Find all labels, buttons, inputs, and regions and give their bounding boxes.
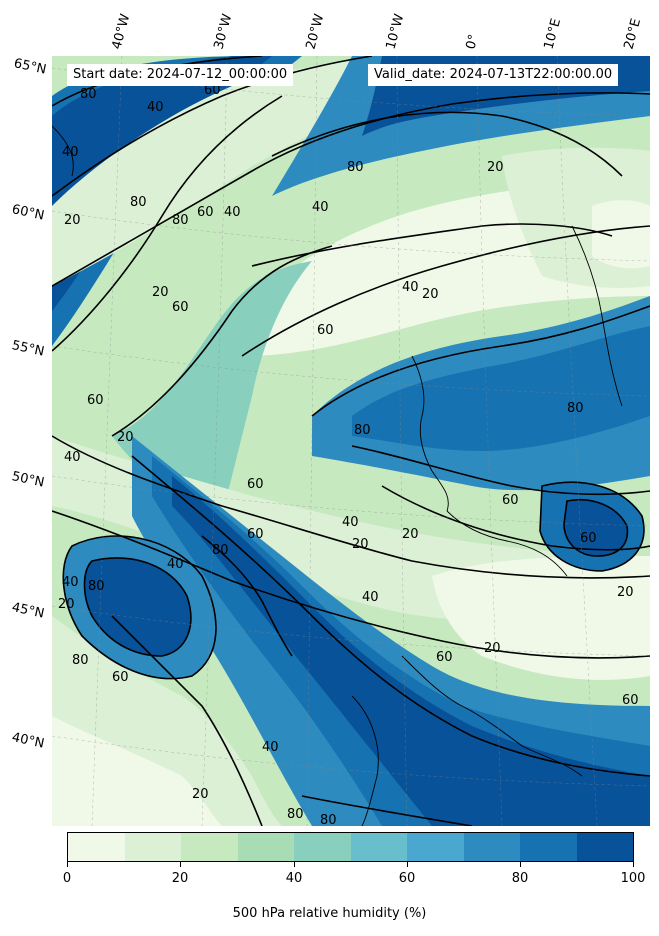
contour-label: 60	[622, 693, 639, 708]
colorbar-segment	[520, 833, 577, 861]
lon-label-30w: 30°W	[211, 12, 236, 51]
lat-label-65n: 65°N	[12, 56, 48, 78]
colorbar-segment	[237, 833, 294, 861]
colorbar-segment	[68, 833, 125, 861]
humidity-field: 80 40 60 20 40 80 60 20 80 40 60 20 40 6…	[52, 56, 650, 826]
lon-label-0: 0°	[463, 32, 482, 51]
contour-lines	[52, 56, 650, 826]
contour-label: 60	[247, 477, 264, 492]
colorbar-tick-label: 0	[62, 871, 72, 886]
contour-label: 40	[62, 145, 79, 160]
contour-label: 60	[87, 393, 104, 408]
colorbar-tick-label: 20	[171, 871, 189, 886]
contour-label: 60	[502, 493, 519, 508]
colorbar-tick-label: 100	[620, 871, 646, 886]
contour-label: 60	[317, 323, 334, 338]
contour-label: 60	[247, 527, 264, 542]
lon-label-10e: 10°E	[541, 16, 565, 51]
contour-label: 80	[80, 87, 97, 102]
contour-label: 20	[152, 285, 169, 300]
colorbar-tick-label: 80	[511, 871, 529, 886]
colorbar	[67, 832, 634, 862]
colorbar-segment	[181, 833, 238, 861]
lon-label-40w: 40°W	[109, 12, 134, 51]
lon-label-10w: 10°W	[383, 12, 408, 51]
contour-label: 80	[212, 543, 229, 558]
contour-label: 80	[130, 195, 147, 210]
colorbar-tick-label: 40	[285, 871, 303, 886]
start-date-label: Start date: 2024-07-12_00:00:00	[67, 64, 294, 86]
lat-label-55n: 55°N	[10, 338, 46, 360]
colorbar-segment	[350, 833, 407, 861]
contour-label: 60	[197, 205, 214, 220]
colorbar-tick	[67, 862, 68, 867]
colorbar-tick	[294, 862, 295, 867]
contour-label: 80	[72, 653, 89, 668]
lon-label-20w: 20°W	[303, 12, 328, 51]
contour-label: 40	[64, 450, 81, 465]
lat-label-60n: 60°N	[10, 202, 46, 224]
colorbar-tick	[407, 862, 408, 867]
colorbar-title: 500 hPa relative humidity (%)	[232, 906, 427, 921]
contour-label: 40	[262, 740, 279, 755]
lat-label-40n: 40°N	[10, 730, 46, 752]
contour-label: 60	[580, 531, 597, 546]
contour-label: 20	[487, 160, 504, 175]
contour-label: 80	[354, 423, 371, 438]
contour-label: 20	[352, 537, 369, 552]
colorbar-segment	[463, 833, 520, 861]
contour-label: 20	[117, 430, 134, 445]
colorbar-segment	[124, 833, 181, 861]
humidity-map: 80 40 60 20 40 80 60 20 80 40 60 20 40 6…	[52, 56, 650, 826]
contour-label: 40	[62, 575, 79, 590]
colorbar-tick	[180, 862, 181, 867]
lon-label-20e: 20°E	[621, 16, 645, 51]
contour-label: 40	[342, 515, 359, 530]
contour-label: 20	[58, 597, 75, 612]
contour-label: 80	[287, 807, 304, 822]
contour-label: 60	[204, 83, 221, 98]
contour-label: 60	[436, 650, 453, 665]
contour-label: 40	[224, 205, 241, 220]
colorbar-segment	[576, 833, 633, 861]
graticule	[52, 56, 650, 826]
contour-label: 80	[88, 579, 105, 594]
contour-label: 20	[192, 787, 209, 802]
lat-label-45n: 45°N	[10, 600, 46, 622]
contour-label: 40	[167, 557, 184, 572]
contour-label: 80	[347, 160, 364, 175]
contour-label: 40	[362, 590, 379, 605]
coastlines	[52, 125, 623, 826]
lat-label-50n: 50°N	[10, 469, 46, 491]
contour-label: 60	[112, 670, 129, 685]
contour-label: 20	[484, 641, 501, 656]
contour-label: 20	[422, 287, 439, 302]
colorbar-segment	[407, 833, 464, 861]
contour-label: 20	[402, 527, 419, 542]
contour-label: 40	[402, 280, 419, 295]
contour-label: 80	[567, 401, 584, 416]
contour-label: 80	[172, 213, 189, 228]
colorbar-tick	[520, 862, 521, 867]
colorbar-tick	[633, 862, 634, 867]
contour-label: 20	[64, 213, 81, 228]
valid-date-label: Valid_date: 2024-07-13T22:00:00.00	[368, 64, 619, 86]
colorbar-segment	[294, 833, 351, 861]
contour-label: 80	[320, 813, 337, 826]
contour-label: 60	[172, 300, 189, 315]
contour-label-group: 80 40 60 20 40 80 60 20 80 40 60 20 40 6…	[58, 83, 639, 826]
contour-label: 40	[147, 100, 164, 115]
colorbar-tick-label: 60	[398, 871, 416, 886]
contour-label: 40	[312, 200, 329, 215]
contour-label: 20	[617, 585, 634, 600]
